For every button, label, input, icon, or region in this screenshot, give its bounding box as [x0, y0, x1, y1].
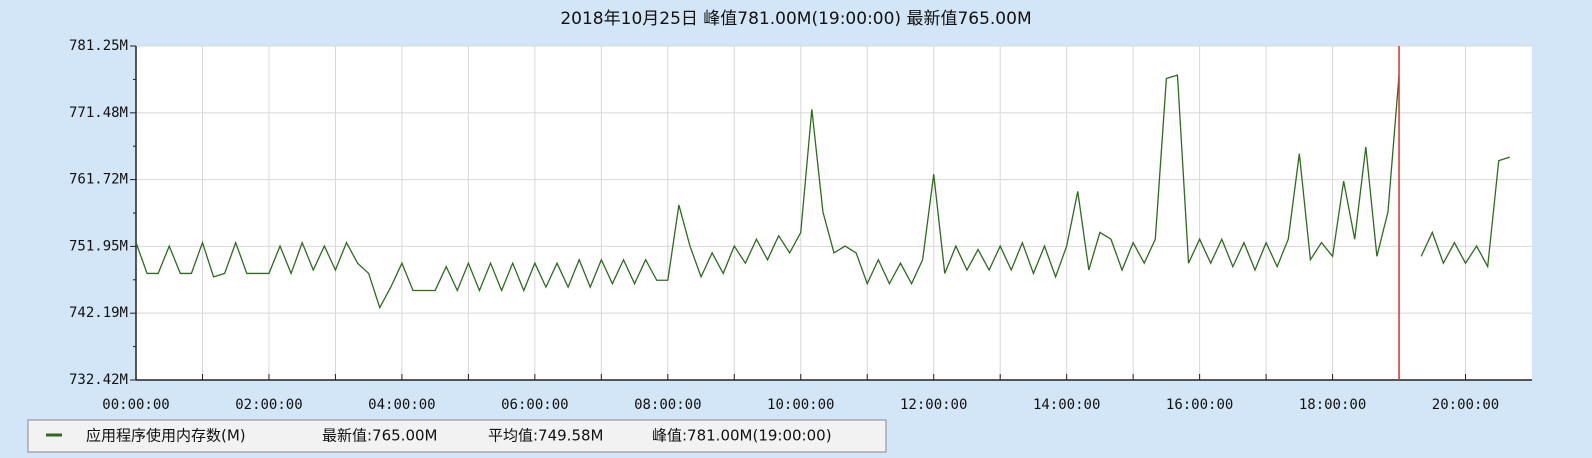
x-tick-label: 14:00:00 — [1033, 397, 1100, 413]
x-tick-label: 06:00:00 — [501, 397, 568, 413]
x-tick-label: 18:00:00 — [1299, 397, 1366, 413]
y-tick-label: 761.72M — [69, 172, 128, 188]
x-tick-label: 16:00:00 — [1166, 397, 1233, 413]
x-tick-label: 12:00:00 — [900, 397, 967, 413]
y-tick-label: 732.42M — [69, 372, 128, 388]
y-tick-label: 771.48M — [69, 105, 128, 121]
x-tick-label: 20:00:00 — [1432, 397, 1499, 413]
y-tick-label: 781.25M — [69, 38, 128, 54]
y-tick-label: 751.95M — [69, 238, 128, 254]
x-tick-label: 04:00:00 — [368, 397, 435, 413]
legend-box — [27, 419, 887, 453]
x-tick-label: 02:00:00 — [235, 397, 302, 413]
legend-stat: 最新值:765.00M — [322, 427, 437, 445]
legend-stat: 峰值:781.00M(19:00:00) — [652, 427, 832, 445]
legend-label: 应用程序使用内存数(M) — [86, 427, 246, 445]
plot-area — [136, 46, 1532, 380]
y-tick-label: 742.19M — [69, 305, 128, 321]
series-line — [135, 74, 1511, 310]
legend-stat: 平均值:749.58M — [488, 427, 603, 445]
x-tick-label: 08:00:00 — [634, 397, 701, 413]
x-tick-label: 10:00:00 — [767, 397, 834, 413]
chart-title: 2018年10月25日 峰值781.00M(19:00:00) 最新值765.0… — [560, 9, 1031, 29]
x-tick-label: 00:00:00 — [102, 397, 169, 413]
